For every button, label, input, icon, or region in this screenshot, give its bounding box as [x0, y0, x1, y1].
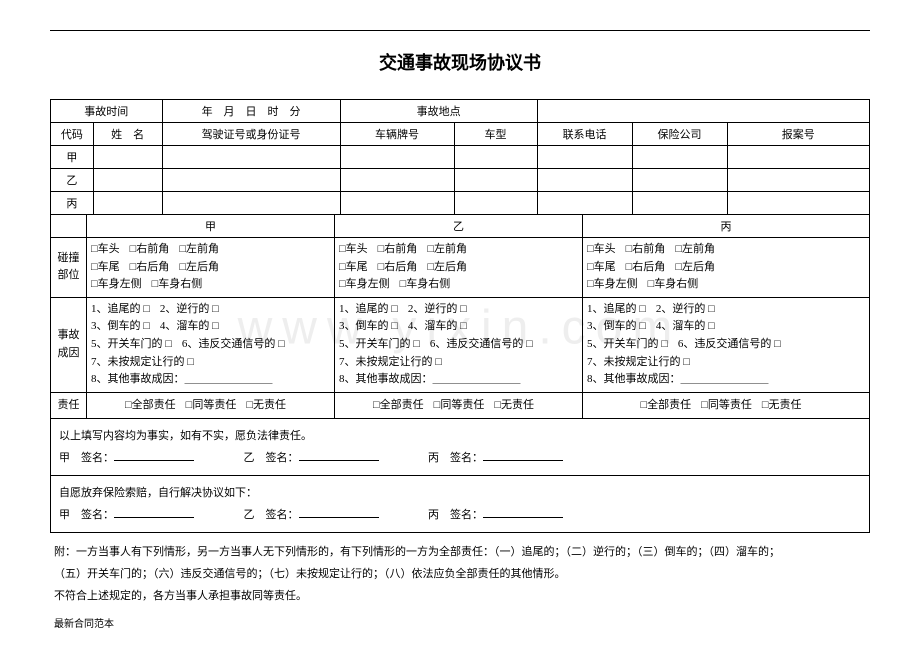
party-c-plate[interactable] — [340, 192, 454, 215]
sig-block-1: 以上填写内容均为事实，如有不实，愿负法律责任。 甲 签名： 乙 签名： 丙 签名… — [51, 419, 870, 476]
party-c-phone[interactable] — [537, 192, 632, 215]
cause-label: 事故成因 — [51, 297, 87, 392]
col-license: 驾驶证号或身份证号 — [162, 123, 340, 146]
signature-row-2: 自愿放弃保险索赔，自行解决协议如下： 甲 签名： 乙 签名： 丙 签名： — [51, 476, 870, 533]
liability-label: 责任 — [51, 392, 87, 419]
sig2-b-line[interactable] — [299, 506, 379, 518]
party-row-c: 丙 — [51, 192, 870, 215]
liability-a[interactable]: □全部责任□同等责任□无责任 — [87, 392, 335, 419]
cause-row: 事故成因 1、追尾的 □2、逆行的 □ 3、倒车的 □4、溜车的 □ 5、开关车… — [51, 297, 870, 392]
party-b-name[interactable] — [93, 169, 162, 192]
sig2-a-line[interactable] — [114, 506, 194, 518]
party-a-license[interactable] — [162, 146, 340, 169]
sig-block-2: 自愿放弃保险索赔，自行解决协议如下： 甲 签名： 乙 签名： 丙 签名： — [51, 476, 870, 533]
col-insurer: 保险公司 — [632, 123, 727, 146]
signature-row-1: 以上填写内容均为事实，如有不实，愿负法律责任。 甲 签名： 乙 签名： 丙 签名… — [51, 419, 870, 476]
party-a-phone[interactable] — [537, 146, 632, 169]
party-b-phone[interactable] — [537, 169, 632, 192]
appendix: 附：一方当事人有下列情形，另一方当事人无下列情形的，有下列情形的一方为全部责任：… — [50, 533, 870, 635]
sig-c-line[interactable] — [483, 449, 563, 461]
liability-row: 责任 □全部责任□同等责任□无责任 □全部责任□同等责任□无责任 □全部责任□同… — [51, 392, 870, 419]
party-b-plate[interactable] — [340, 169, 454, 192]
party-b-label: 乙 — [51, 169, 94, 192]
appendix-p3: 不符合上述规定的，各方当事人承担事故同等责任。 — [54, 585, 866, 607]
party-a-model[interactable] — [454, 146, 537, 169]
time-value[interactable]: 年 月 日 时 分 — [162, 100, 340, 123]
sig-a-line[interactable] — [114, 449, 194, 461]
party-c-label: 丙 — [51, 192, 94, 215]
cause-b[interactable]: 1、追尾的 □2、逆行的 □ 3、倒车的 □4、溜车的 □ 5、开关车门的 □6… — [335, 297, 583, 392]
sig2-c-label: 丙 签名： — [428, 509, 483, 521]
party-b-caseno[interactable] — [727, 169, 870, 192]
party-c-model[interactable] — [454, 192, 537, 215]
col-code: 代码 — [51, 123, 94, 146]
place-label: 事故地点 — [340, 100, 537, 123]
party-row-a: 甲 — [51, 146, 870, 169]
cause-a[interactable]: 1、追尾的 □2、逆行的 □ 3、倒车的 □4、溜车的 □ 5、开关车门的 □6… — [87, 297, 335, 392]
sig-statement: 以上填写内容均为事实，如有不实，愿负法律责任。 — [59, 425, 861, 447]
place-value[interactable] — [537, 100, 869, 123]
sig-b-line[interactable] — [299, 449, 379, 461]
main-table: 事故时间 年 月 日 时 分 事故地点 代码 姓 名 驾驶证号或身份证号 车辆牌… — [50, 99, 870, 215]
collision-c[interactable]: □车头□右前角□左前角 □车尾□右后角□左后角 □车身左侧□车身右侧 — [583, 238, 870, 298]
sig2-b-label: 乙 签名： — [244, 509, 299, 521]
details-table: 甲 乙 丙 碰撞部位 □车头□右前角□左前角 □车尾□右后角□左后角 □车身左侧… — [50, 214, 870, 533]
cause-c[interactable]: 1、追尾的 □2、逆行的 □ 3、倒车的 □4、溜车的 □ 5、开关车门的 □6… — [583, 297, 870, 392]
party-b-insurer[interactable] — [632, 169, 727, 192]
time-label: 事故时间 — [51, 100, 163, 123]
waiver-text: 自愿放弃保险索赔，自行解决协议如下： — [59, 482, 861, 504]
party-c-insurer[interactable] — [632, 192, 727, 215]
party-b-license[interactable] — [162, 169, 340, 192]
party-c-license[interactable] — [162, 192, 340, 215]
party-a-name[interactable] — [93, 146, 162, 169]
sig2-a-label: 甲 签名： — [59, 509, 114, 521]
col-party-a: 甲 — [87, 215, 335, 238]
party-c-name[interactable] — [93, 192, 162, 215]
party-a-label: 甲 — [51, 146, 94, 169]
time-place-row: 事故时间 年 月 日 时 分 事故地点 — [51, 100, 870, 123]
party-row-b: 乙 — [51, 169, 870, 192]
collision-row: 碰撞部位 □车头□右前角□左前角 □车尾□右后角□左后角 □车身左侧□车身右侧 … — [51, 238, 870, 298]
col-phone: 联系电话 — [537, 123, 632, 146]
collision-b[interactable]: □车头□右前角□左前角 □车尾□右后角□左后角 □车身左侧□车身右侧 — [335, 238, 583, 298]
blank-corner — [51, 215, 87, 238]
party-a-plate[interactable] — [340, 146, 454, 169]
party-c-caseno[interactable] — [727, 192, 870, 215]
collision-label: 碰撞部位 — [51, 238, 87, 298]
col-party-b: 乙 — [335, 215, 583, 238]
sig-c-label: 丙 签名： — [428, 452, 483, 464]
footer-note: 最新合同范本 — [54, 615, 866, 635]
party-a-caseno[interactable] — [727, 146, 870, 169]
collision-a[interactable]: □车头□右前角□左前角 □车尾□右后角□左后角 □车身左侧□车身右侧 — [87, 238, 335, 298]
party-b-model[interactable] — [454, 169, 537, 192]
party-a-insurer[interactable] — [632, 146, 727, 169]
col-model: 车型 — [454, 123, 537, 146]
sig-b-label: 乙 签名： — [244, 452, 299, 464]
appendix-p1: 附：一方当事人有下列情形，另一方当事人无下列情形的，有下列情形的一方为全部责任：… — [54, 541, 866, 563]
col-party-c: 丙 — [583, 215, 870, 238]
liability-c[interactable]: □全部责任□同等责任□无责任 — [583, 392, 870, 419]
appendix-p2: （五）开关车门的；（六）违反交通信号的；（七）未按规定让行的；（八）依法应负全部… — [54, 563, 866, 585]
header-row: 代码 姓 名 驾驶证号或身份证号 车辆牌号 车型 联系电话 保险公司 报案号 — [51, 123, 870, 146]
sig2-c-line[interactable] — [483, 506, 563, 518]
page-title: 交通事故现场协议书 — [50, 49, 870, 75]
col-caseno: 报案号 — [727, 123, 870, 146]
col-plate: 车辆牌号 — [340, 123, 454, 146]
col-name: 姓 名 — [93, 123, 162, 146]
top-rule — [50, 30, 870, 31]
liability-b[interactable]: □全部责任□同等责任□无责任 — [335, 392, 583, 419]
sig-a-label: 甲 签名： — [59, 452, 114, 464]
